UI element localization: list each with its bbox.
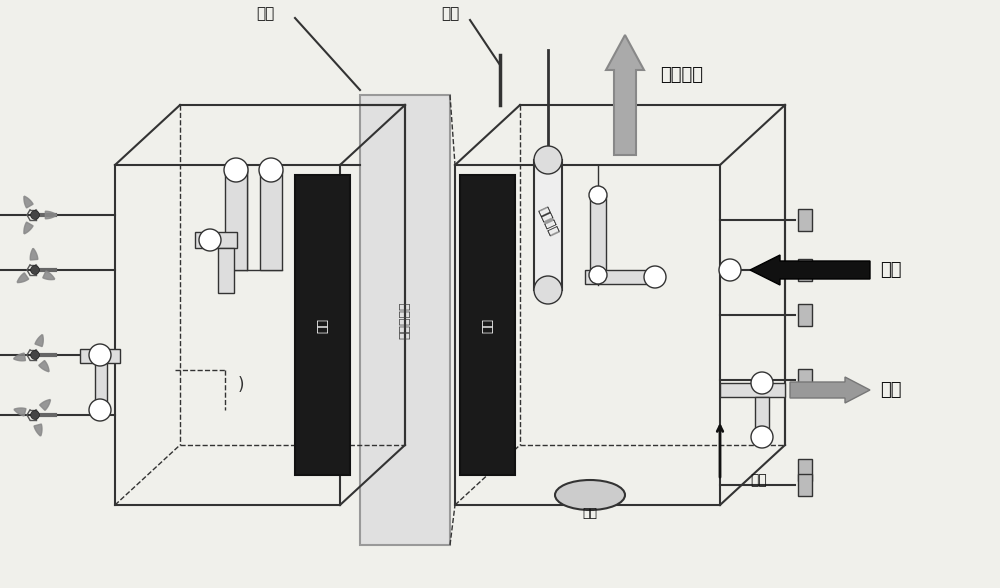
Bar <box>755 397 769 437</box>
Text: 进水: 进水 <box>880 261 901 279</box>
Circle shape <box>534 276 562 304</box>
Polygon shape <box>35 335 43 346</box>
Bar <box>798 369 812 391</box>
Bar <box>798 259 812 281</box>
Text: 阴极: 阴极 <box>441 6 459 22</box>
Polygon shape <box>39 360 49 372</box>
Bar <box>798 209 812 231</box>
FancyArrow shape <box>790 377 870 403</box>
Circle shape <box>31 211 39 219</box>
Bar <box>360 95 450 545</box>
Text: 转子: 转子 <box>582 507 598 520</box>
Circle shape <box>589 266 607 284</box>
Bar <box>460 175 515 475</box>
Bar <box>798 459 812 481</box>
Polygon shape <box>43 271 55 280</box>
Circle shape <box>751 426 773 448</box>
Bar <box>225 170 247 270</box>
Bar <box>585 270 655 284</box>
Circle shape <box>751 372 773 394</box>
Bar <box>80 349 120 363</box>
Circle shape <box>589 186 607 204</box>
Polygon shape <box>14 408 26 416</box>
Text: 气体采集: 气体采集 <box>660 66 703 84</box>
FancyArrow shape <box>606 35 644 155</box>
Polygon shape <box>45 211 56 219</box>
Bar <box>218 248 234 293</box>
Circle shape <box>719 259 741 281</box>
Polygon shape <box>40 400 50 410</box>
Bar <box>534 160 562 290</box>
Circle shape <box>259 158 283 182</box>
Polygon shape <box>24 222 33 234</box>
Polygon shape <box>24 196 33 208</box>
Polygon shape <box>17 273 29 283</box>
Circle shape <box>644 266 666 288</box>
Circle shape <box>31 266 39 275</box>
Circle shape <box>31 350 39 359</box>
FancyArrow shape <box>750 255 870 285</box>
Circle shape <box>199 229 221 251</box>
Polygon shape <box>30 249 38 260</box>
Text: 质子交换膜: 质子交换膜 <box>398 301 412 339</box>
Text: 参比电极: 参比电极 <box>535 205 559 238</box>
Circle shape <box>89 344 111 366</box>
Bar <box>798 474 812 496</box>
Text: 碳毡: 碳毡 <box>316 318 329 332</box>
Circle shape <box>534 146 562 174</box>
Bar <box>720 383 785 397</box>
Circle shape <box>89 399 111 421</box>
Circle shape <box>224 158 248 182</box>
Bar <box>260 170 282 270</box>
Bar <box>295 175 350 475</box>
Polygon shape <box>34 424 42 436</box>
Text: 碳毡: 碳毡 <box>481 318 494 332</box>
Bar <box>590 195 606 275</box>
Bar <box>195 232 237 248</box>
Text: ): ) <box>238 376 245 394</box>
Circle shape <box>31 410 39 419</box>
Polygon shape <box>14 353 25 361</box>
Text: 阳极: 阳极 <box>256 6 274 22</box>
Text: 出水: 出水 <box>880 381 901 399</box>
Ellipse shape <box>555 480 625 510</box>
Bar <box>798 304 812 326</box>
Text: 氢气: 氢气 <box>750 473 767 487</box>
Bar <box>95 355 107 405</box>
